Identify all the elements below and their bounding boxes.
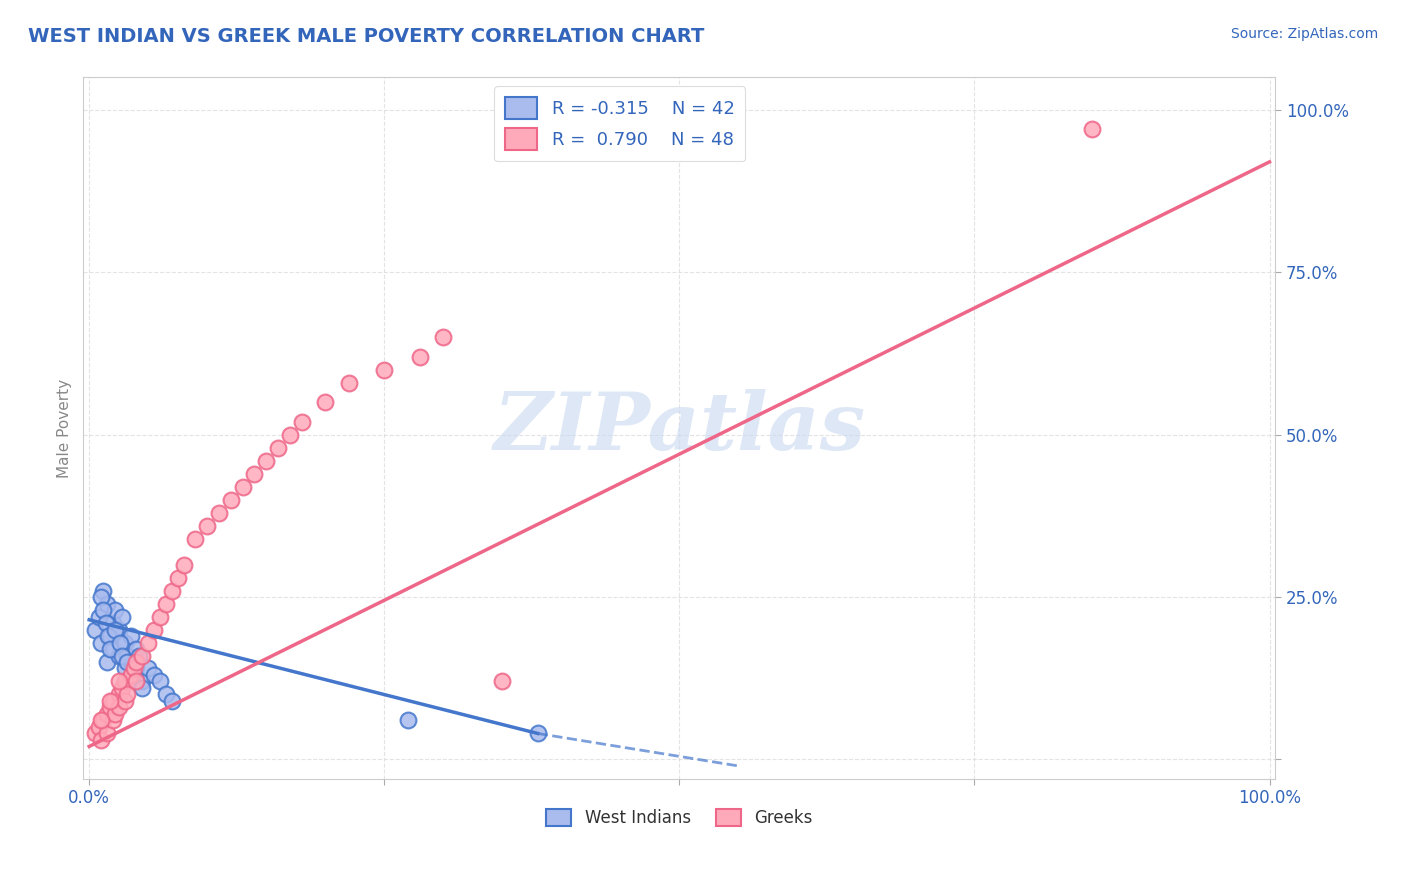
Point <box>131 674 153 689</box>
Point <box>101 714 124 728</box>
Point <box>208 506 231 520</box>
Point <box>100 694 122 708</box>
Point <box>160 583 183 598</box>
Point <box>125 642 148 657</box>
Point <box>128 648 150 663</box>
Point <box>93 583 115 598</box>
Point <box>104 706 127 721</box>
Text: WEST INDIAN VS GREEK MALE POVERTY CORRELATION CHART: WEST INDIAN VS GREEK MALE POVERTY CORREL… <box>28 27 704 45</box>
Point <box>107 688 129 702</box>
Point <box>101 615 124 630</box>
Point <box>107 648 129 663</box>
Point <box>111 609 134 624</box>
Point <box>114 661 136 675</box>
Point <box>120 655 142 669</box>
Point <box>219 492 242 507</box>
Point <box>526 726 548 740</box>
Point <box>337 376 360 390</box>
Point <box>432 330 454 344</box>
Point <box>90 635 112 649</box>
Point <box>184 532 207 546</box>
Point <box>100 700 122 714</box>
Point <box>107 674 129 689</box>
Point <box>173 558 195 572</box>
Point <box>97 629 120 643</box>
Point <box>84 623 107 637</box>
Point <box>166 570 188 584</box>
Point <box>107 700 129 714</box>
Point <box>115 648 138 663</box>
Point <box>267 441 290 455</box>
Point <box>84 726 107 740</box>
Point <box>121 668 143 682</box>
Point <box>100 629 122 643</box>
Point <box>90 590 112 604</box>
Point <box>96 655 118 669</box>
Point <box>291 415 314 429</box>
Point <box>125 655 148 669</box>
Point <box>136 661 159 675</box>
Point <box>232 480 254 494</box>
Point <box>143 668 166 682</box>
Point <box>101 642 124 657</box>
Text: Source: ZipAtlas.com: Source: ZipAtlas.com <box>1230 27 1378 41</box>
Point <box>96 726 118 740</box>
Point <box>104 623 127 637</box>
Point <box>131 648 153 663</box>
Point <box>107 623 129 637</box>
Point <box>408 350 430 364</box>
Point <box>104 603 127 617</box>
Point <box>114 674 136 689</box>
Point <box>87 609 110 624</box>
Point <box>143 623 166 637</box>
Point <box>120 629 142 643</box>
Point <box>93 603 115 617</box>
Point <box>195 518 218 533</box>
Point <box>101 694 124 708</box>
Point <box>120 668 142 682</box>
Point <box>243 467 266 481</box>
Point <box>90 714 112 728</box>
Point <box>149 674 172 689</box>
Point <box>94 615 117 630</box>
Point <box>93 714 115 728</box>
Y-axis label: Male Poverty: Male Poverty <box>58 378 72 478</box>
Point <box>491 674 513 689</box>
Point <box>115 688 138 702</box>
Point <box>111 648 134 663</box>
Text: ZIPatlas: ZIPatlas <box>494 390 866 467</box>
Point <box>122 661 145 675</box>
Point <box>108 635 131 649</box>
Point <box>1081 122 1104 136</box>
Point <box>96 706 118 721</box>
Point <box>96 597 118 611</box>
Point <box>396 714 419 728</box>
Point <box>254 453 277 467</box>
Point <box>278 427 301 442</box>
Point <box>122 668 145 682</box>
Point <box>111 681 134 695</box>
Point <box>125 674 148 689</box>
Point <box>136 635 159 649</box>
Point <box>314 395 336 409</box>
Point <box>373 362 395 376</box>
Point <box>114 694 136 708</box>
Point <box>125 661 148 675</box>
Point <box>155 688 177 702</box>
Point <box>155 597 177 611</box>
Point <box>115 655 138 669</box>
Point <box>90 733 112 747</box>
Point <box>160 694 183 708</box>
Point <box>149 609 172 624</box>
Point <box>125 674 148 689</box>
Point <box>114 635 136 649</box>
Point <box>100 642 122 657</box>
Point <box>87 720 110 734</box>
Point <box>131 681 153 695</box>
Legend: West Indians, Greeks: West Indians, Greeks <box>540 802 820 834</box>
